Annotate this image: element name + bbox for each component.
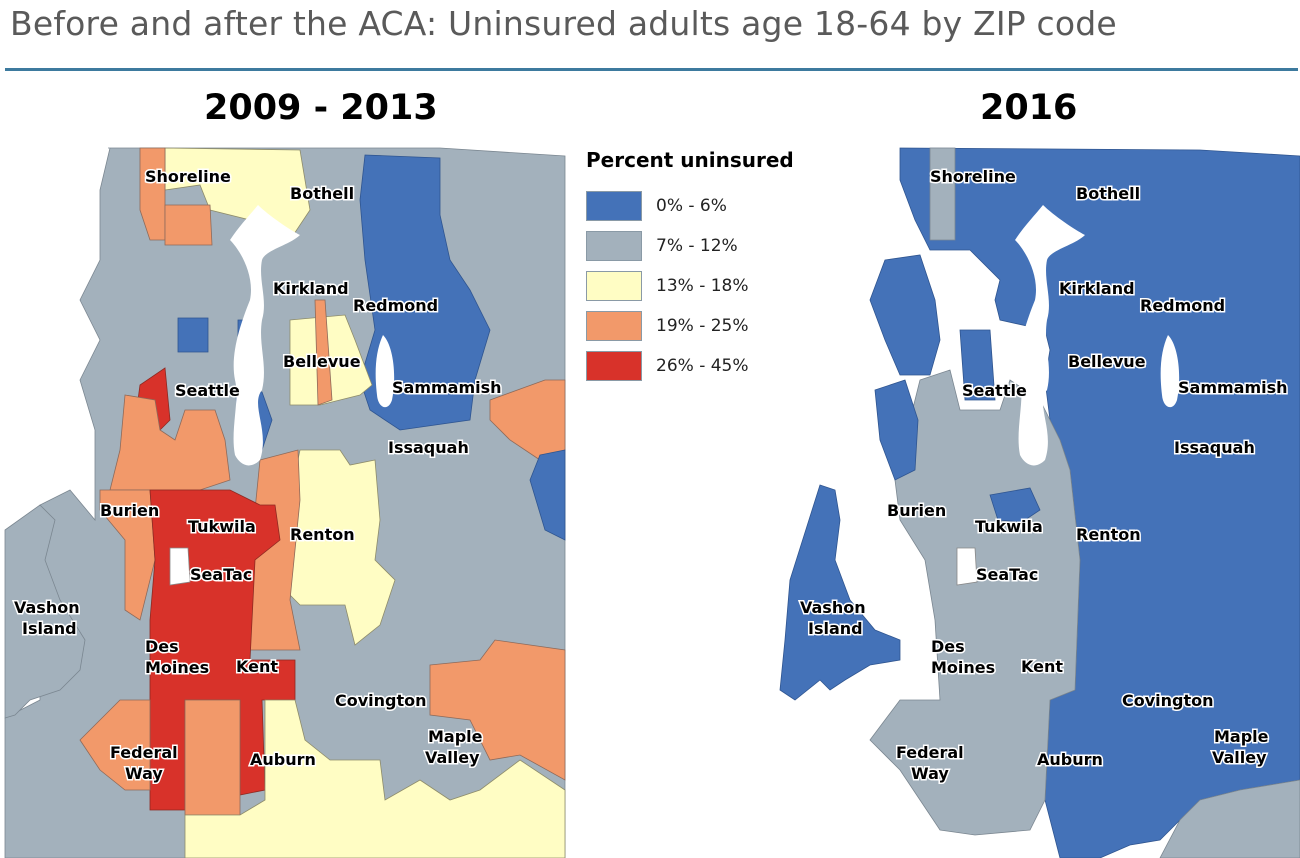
region [956, 547, 978, 586]
region [177, 317, 209, 353]
legend-swatch [586, 231, 642, 261]
place-label: Des [145, 637, 179, 656]
legend-swatch [586, 271, 642, 301]
title-divider [5, 68, 1298, 71]
map-2016: Shoreline Bothell Kirkland Redmond Belle… [779, 147, 1300, 858]
region [1160, 335, 1180, 408]
place-label: Island [808, 619, 863, 638]
place-label: Valley [425, 748, 480, 767]
place-label: Seattle [962, 381, 1027, 400]
place-label: Sammamish [392, 378, 502, 397]
place-label: Covington [1122, 691, 1214, 710]
place-label: Federal [110, 743, 178, 762]
place-label: Des [931, 637, 965, 656]
legend-item: 13% - 18% [586, 266, 794, 306]
map-title-2009-2013: 2009 - 2013 [204, 88, 438, 128]
place-label: Seattle [175, 381, 240, 400]
region [1015, 205, 1085, 466]
legend-label: 13% - 18% [656, 276, 749, 296]
place-labels-2016: Shoreline Bothell Kirkland Redmond Belle… [799, 166, 1290, 785]
legend-item: 7% - 12% [586, 226, 794, 266]
place-label: Moines [145, 658, 209, 677]
place-label: Kirkland [1059, 279, 1135, 298]
region [314, 299, 333, 406]
place-label: Burien [887, 501, 946, 520]
region [529, 449, 566, 541]
place-label: Renton [290, 525, 355, 544]
legend-item: 26% - 45% [586, 346, 794, 386]
legend-swatch [586, 311, 642, 341]
region [869, 254, 941, 376]
place-label: Vashon [800, 598, 866, 617]
place-labels-2009-2013: Shoreline Bothell Kirkland Redmond Belle… [13, 166, 504, 785]
place-label: Maple [1214, 727, 1269, 746]
place-label: Kent [236, 657, 278, 676]
place-label: Kent [1021, 657, 1063, 676]
region [779, 484, 901, 701]
region [184, 699, 566, 858]
place-label: Federal [896, 743, 964, 762]
legend-label: 7% - 12% [656, 236, 738, 256]
region [4, 504, 86, 719]
place-label: Bothell [1076, 184, 1140, 203]
legend-swatch [586, 351, 642, 381]
place-label: Bellevue [1068, 352, 1146, 371]
page-title: Before and after the ACA: Uninsured adul… [10, 4, 1117, 43]
place-label: Island [22, 619, 77, 638]
legend-label: 19% - 25% [656, 316, 749, 336]
place-label: Way [911, 764, 949, 783]
place-label: Shoreline [145, 167, 231, 186]
region [869, 369, 1081, 836]
place-label: Sammamish [1178, 378, 1288, 397]
place-label: Maple [428, 727, 483, 746]
region [169, 547, 191, 586]
legend-label: 0% - 6% [656, 196, 727, 216]
place-label: Valley [1212, 748, 1267, 767]
place-label: Vashon [14, 598, 80, 617]
region [959, 329, 996, 401]
place-label: Way [125, 764, 163, 783]
legend: Percent uninsured 0% - 6% 7% - 12% 13% -… [586, 148, 794, 386]
map-2009-2013: Shoreline Bothell Kirkland Redmond Belle… [4, 147, 566, 858]
place-label: Issaquah [1174, 438, 1255, 457]
place-label: Redmond [1140, 296, 1225, 315]
place-label: Shoreline [930, 167, 1016, 186]
place-label: Redmond [353, 296, 438, 315]
place-label: Kirkland [273, 279, 349, 298]
legend-item: 0% - 6% [586, 186, 794, 226]
legend-title: Percent uninsured [586, 148, 794, 172]
place-label: Auburn [1037, 750, 1103, 769]
region [874, 379, 919, 481]
region [289, 314, 373, 406]
place-label: Renton [1076, 525, 1141, 544]
region [79, 699, 151, 791]
region [184, 699, 241, 816]
region [989, 487, 1041, 523]
place-label: Auburn [250, 750, 316, 769]
region [230, 205, 300, 466]
legend-label: 26% - 45% [656, 356, 749, 376]
place-label: Tukwila [975, 517, 1043, 536]
legend-item: 19% - 25% [586, 306, 794, 346]
place-label: Issaquah [388, 438, 469, 457]
place-label: Bothell [290, 184, 354, 203]
place-label: Burien [100, 501, 159, 520]
region [375, 335, 395, 408]
place-label: Bellevue [283, 352, 361, 371]
place-label: SeaTac [976, 565, 1038, 584]
region [139, 147, 166, 241]
region [164, 204, 213, 246]
legend-swatch [586, 191, 642, 221]
region [929, 147, 956, 241]
place-label: Moines [931, 658, 995, 677]
map-title-2016: 2016 [980, 88, 1078, 128]
place-label: Covington [335, 691, 427, 710]
region [429, 639, 566, 781]
region [1159, 779, 1300, 858]
place-label: Tukwila [188, 517, 256, 536]
place-label: SeaTac [190, 565, 252, 584]
